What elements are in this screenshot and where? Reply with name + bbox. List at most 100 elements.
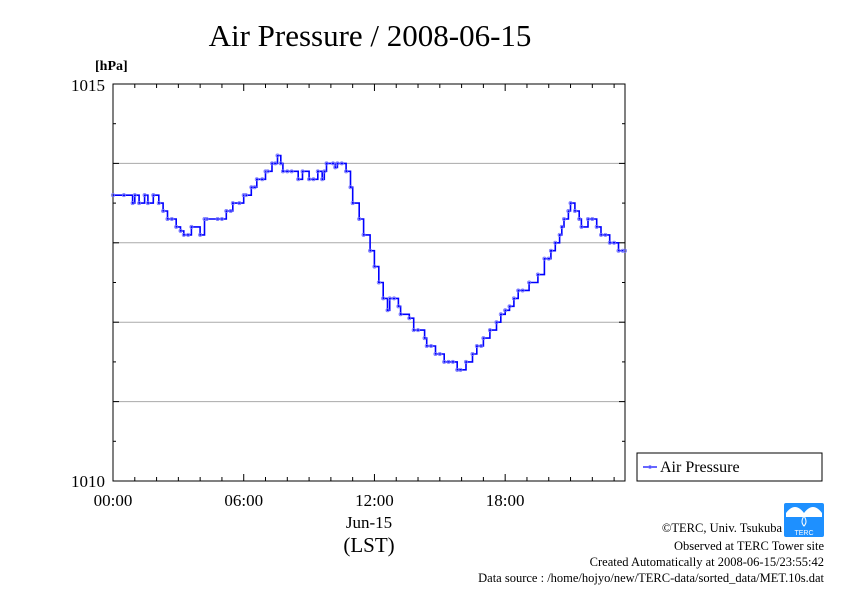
- data-point: [263, 169, 268, 174]
- data-point: [307, 177, 312, 182]
- data-point: [215, 216, 220, 221]
- x-axis-label: (LST): [343, 533, 394, 557]
- data-point: [392, 296, 397, 301]
- data-point: [623, 248, 628, 253]
- data-point: [350, 201, 355, 206]
- terc-logo-drop-icon: [801, 515, 807, 527]
- data-point: [433, 351, 438, 356]
- data-point: [202, 216, 207, 221]
- data-point: [121, 193, 126, 198]
- chart-title: Air Pressure / 2008-06-15: [209, 18, 532, 53]
- data-point: [470, 351, 475, 356]
- data-point: [620, 248, 625, 253]
- data-point: [579, 224, 584, 229]
- data-point: [189, 224, 194, 229]
- data-point: [376, 280, 381, 285]
- data-point: [437, 351, 442, 356]
- gridlines: [113, 162, 625, 403]
- data-point: [429, 344, 434, 349]
- data-point: [324, 161, 329, 166]
- data-point: [161, 209, 166, 214]
- data-point: [585, 216, 590, 221]
- data-point: [145, 201, 150, 206]
- data-point: [422, 336, 427, 341]
- data-point: [385, 308, 390, 313]
- data-point: [186, 232, 191, 237]
- terc-logo-wave: [786, 507, 822, 517]
- data-point: [296, 177, 301, 182]
- data-point: [396, 304, 401, 309]
- data-point: [224, 209, 229, 214]
- legend-marker-swatch: [648, 465, 652, 469]
- data-point: [424, 344, 429, 349]
- data-point: [566, 209, 571, 214]
- data-point: [474, 344, 479, 349]
- data-point: [603, 232, 608, 237]
- data-point: [339, 161, 344, 166]
- data-point: [320, 177, 325, 182]
- data-point: [548, 248, 553, 253]
- data-point: [174, 224, 179, 229]
- data-point: [498, 312, 503, 317]
- data-point: [527, 280, 532, 285]
- data-point: [516, 288, 521, 293]
- data-point: [487, 328, 492, 333]
- data-point: [137, 201, 142, 206]
- data-point: [594, 224, 599, 229]
- data-point: [237, 201, 242, 206]
- data-point: [219, 216, 224, 221]
- data-point: [151, 193, 156, 198]
- data-point: [511, 296, 516, 301]
- data-point: [553, 240, 558, 245]
- data-point: [590, 216, 595, 221]
- data-point: [331, 161, 336, 166]
- data-point: [546, 256, 551, 261]
- data-point: [479, 344, 484, 349]
- data-point: [265, 169, 270, 174]
- data-point: [494, 320, 499, 325]
- data-point: [398, 312, 403, 317]
- data-point: [387, 296, 392, 301]
- data-point: [204, 216, 209, 221]
- data-point: [407, 316, 412, 321]
- data-point: [450, 359, 455, 364]
- data-point: [169, 216, 174, 221]
- data-point: [260, 177, 265, 182]
- x-ticks: 00:00 06:00 12:00 18:00: [94, 84, 615, 510]
- terc-logo: TERC: [784, 503, 824, 537]
- data-point: [228, 209, 233, 214]
- data-point: [230, 201, 235, 206]
- data-point: [315, 169, 320, 174]
- data-point: [289, 169, 294, 174]
- data-source-text: Data source : /home/hojyo/new/TERC-data/…: [478, 571, 824, 585]
- data-point: [252, 185, 257, 190]
- data-point: [612, 240, 617, 245]
- legend: Air Pressure: [636, 452, 823, 482]
- data-point: [481, 336, 486, 341]
- data-point: [178, 228, 183, 233]
- data-point: [333, 165, 338, 170]
- x-tick-label-0000: 00:00: [94, 491, 133, 510]
- data-point: [372, 264, 377, 269]
- data-point: [241, 193, 246, 198]
- data-point: [463, 359, 468, 364]
- data-point: [568, 201, 573, 206]
- data-point: [561, 216, 566, 221]
- data-point: [416, 328, 421, 333]
- data-point: [607, 240, 612, 245]
- data-point: [142, 193, 147, 198]
- terc-logo-text: TERC: [794, 530, 813, 537]
- x-tick-label-1200: 12:00: [355, 491, 394, 510]
- data-point: [520, 288, 525, 293]
- data-point: [577, 216, 582, 221]
- data-point: [322, 169, 327, 174]
- data-point: [165, 216, 170, 221]
- data-point: [357, 216, 362, 221]
- data-point: [599, 232, 604, 237]
- data-point: [542, 256, 547, 261]
- created-timestamp-text: Created Automatically at 2008-06-15/23:5…: [590, 555, 824, 569]
- observed-site-text: Observed at TERC Tower site: [674, 539, 824, 553]
- plot-frame: [112, 83, 626, 482]
- data-point: [278, 161, 283, 166]
